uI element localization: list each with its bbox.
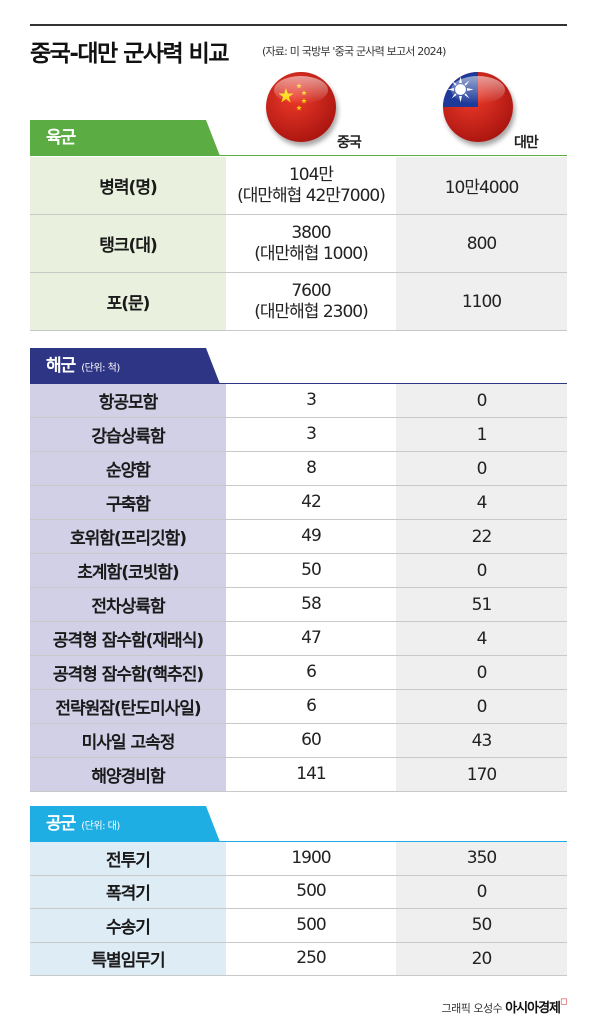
navy-row: 미사일 고속정 60 43	[30, 724, 567, 758]
air-row-taiwan: 350	[396, 842, 567, 875]
navy-row: 해양경비함 141 170	[30, 758, 567, 792]
taiwan-label: 대만	[514, 135, 539, 151]
air-row: 수송기 500 50	[30, 909, 567, 943]
navy-row-name: 해양경비함	[30, 758, 226, 791]
air-row: 폭격기 500 0	[30, 875, 567, 909]
navy-tab: 해군 (단위: 척)	[30, 348, 220, 384]
air-row-china: 500	[296, 881, 326, 902]
credit: 그래픽 오성수 아시아경제◻	[441, 997, 567, 1016]
air-row-name: 특별임무기	[30, 942, 226, 975]
army-label: 육군	[46, 128, 76, 148]
air-label: 공군	[46, 814, 76, 834]
air-unit: (단위: 대)	[81, 821, 120, 832]
air-row-china: 500	[296, 914, 326, 935]
army-row-china: 3800 (대만해협 1000)	[226, 215, 396, 272]
navy-row-china: 50	[301, 560, 322, 580]
navy-row-name: 초계함(코빗함)	[30, 554, 226, 587]
navy-row-china: 8	[306, 458, 317, 478]
air-row-name: 폭격기	[30, 875, 226, 908]
navy-row: 순양함 8 0	[30, 452, 567, 486]
navy-row: 공격형 잠수함(재래식) 47 4	[30, 622, 567, 656]
army-row-china-value: 7600	[291, 280, 331, 301]
navy-row-taiwan: 0	[396, 690, 567, 723]
navy-row-name: 강습상륙함	[30, 418, 226, 451]
navy-row: 전략원잠(탄도미사일) 6 0	[30, 690, 567, 724]
air-row: 특별임무기 250 20	[30, 942, 567, 976]
navy-row: 구축함 42 4	[30, 486, 567, 520]
china-label: 중국	[337, 135, 362, 151]
navy-row-name: 공격형 잠수함(핵추진)	[30, 656, 226, 689]
navy-row-china: 3	[306, 390, 317, 410]
navy-row: 호위함(프리깃함) 49 22	[30, 520, 567, 554]
army-row-taiwan: 800	[396, 215, 567, 272]
navy-row: 초계함(코빗함) 50 0	[30, 554, 567, 588]
army-row-name: 탱크(대)	[30, 215, 226, 272]
navy-row-china: 6	[306, 696, 317, 716]
army-row-china: 7600 (대만해협 2300)	[226, 273, 396, 330]
army-row-taiwan: 10만4000	[396, 157, 567, 214]
navy-row-china: 42	[301, 492, 322, 512]
page-title: 중국-대만 군사력 비교	[30, 41, 230, 67]
army-row-china-note: (대만해협 2300)	[254, 301, 368, 322]
navy-row-taiwan: 0	[396, 656, 567, 689]
navy-row-name: 항공모함	[30, 384, 226, 417]
navy-row-china: 49	[301, 526, 322, 546]
air-row-taiwan: 0	[396, 875, 567, 908]
navy-row-taiwan: 0	[396, 554, 567, 587]
army-row: 탱크(대) 3800 (대만해협 1000) 800	[30, 215, 567, 273]
navy-row-taiwan: 0	[396, 384, 567, 417]
navy-row-name: 구축함	[30, 486, 226, 519]
air-row-taiwan: 50	[396, 909, 567, 942]
air-row: 전투기 1900 350	[30, 842, 567, 876]
source-note: (자료: 미 국방부 '중국 군사력 보고서 2024)	[262, 45, 446, 58]
army-row-name: 병력(명)	[30, 157, 226, 214]
army-row-china: 104만 (대만해협 42만7000)	[226, 157, 396, 214]
navy-row-taiwan: 1	[396, 418, 567, 451]
army-row: 포(문) 7600 (대만해협 2300) 1100	[30, 273, 567, 331]
navy-row-china: 58	[301, 594, 322, 614]
army-row-name: 포(문)	[30, 273, 226, 330]
air-row-name: 전투기	[30, 842, 226, 875]
air-row-taiwan: 20	[396, 942, 567, 975]
navy-row-china: 3	[306, 424, 317, 444]
navy-row-china: 47	[301, 628, 322, 648]
army-row-china-note: (대만해협 1000)	[254, 243, 368, 264]
air-row-china: 1900	[291, 847, 331, 868]
navy-unit: (단위: 척)	[81, 363, 120, 374]
navy-row-name: 전차상륙함	[30, 588, 226, 621]
china-flag-icon	[266, 72, 336, 142]
air-row-name: 수송기	[30, 909, 226, 942]
navy-row: 항공모함 3 0	[30, 384, 567, 418]
army-row-china-value: 104만	[288, 164, 334, 185]
navy-row-china: 6	[306, 662, 317, 682]
army-tab: 육군	[30, 120, 220, 156]
navy-label: 해군	[46, 356, 76, 376]
navy-row-taiwan: 170	[396, 758, 567, 791]
army-row-china-value: 3800	[291, 222, 331, 243]
army-row-china-note: (대만해협 42만7000)	[237, 185, 386, 206]
navy-row: 공격형 잠수함(핵추진) 6 0	[30, 656, 567, 690]
navy-row-name: 전략원잠(탄도미사일)	[30, 690, 226, 723]
navy-row-name: 순양함	[30, 452, 226, 485]
navy-row-taiwan: 4	[396, 622, 567, 655]
air-row-china: 250	[296, 948, 326, 969]
navy-row-taiwan: 22	[396, 520, 567, 553]
army-row-taiwan: 1100	[396, 273, 567, 330]
navy-row-taiwan: 51	[396, 588, 567, 621]
air-tab: 공군 (단위: 대)	[30, 806, 220, 842]
navy-row: 강습상륙함 3 1	[30, 418, 567, 452]
taiwan-flag-icon	[443, 72, 513, 142]
navy-row-taiwan: 4	[396, 486, 567, 519]
navy-row-name: 공격형 잠수함(재래식)	[30, 622, 226, 655]
navy-row-taiwan: 0	[396, 452, 567, 485]
navy-row-china: 141	[296, 764, 326, 784]
army-row: 병력(명) 104만 (대만해협 42만7000) 10만4000	[30, 157, 567, 215]
navy-row: 전차상륙함 58 51	[30, 588, 567, 622]
navy-row-taiwan: 43	[396, 724, 567, 757]
top-rule	[30, 24, 567, 26]
navy-row-name: 호위함(프리깃함)	[30, 520, 226, 553]
navy-row-china: 60	[301, 730, 322, 750]
navy-row-name: 미사일 고속정	[30, 724, 226, 757]
